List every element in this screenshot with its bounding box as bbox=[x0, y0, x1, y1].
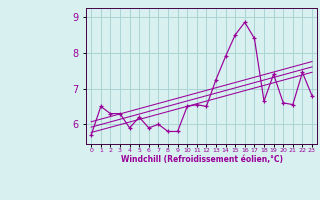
X-axis label: Windchill (Refroidissement éolien,°C): Windchill (Refroidissement éolien,°C) bbox=[121, 155, 283, 164]
